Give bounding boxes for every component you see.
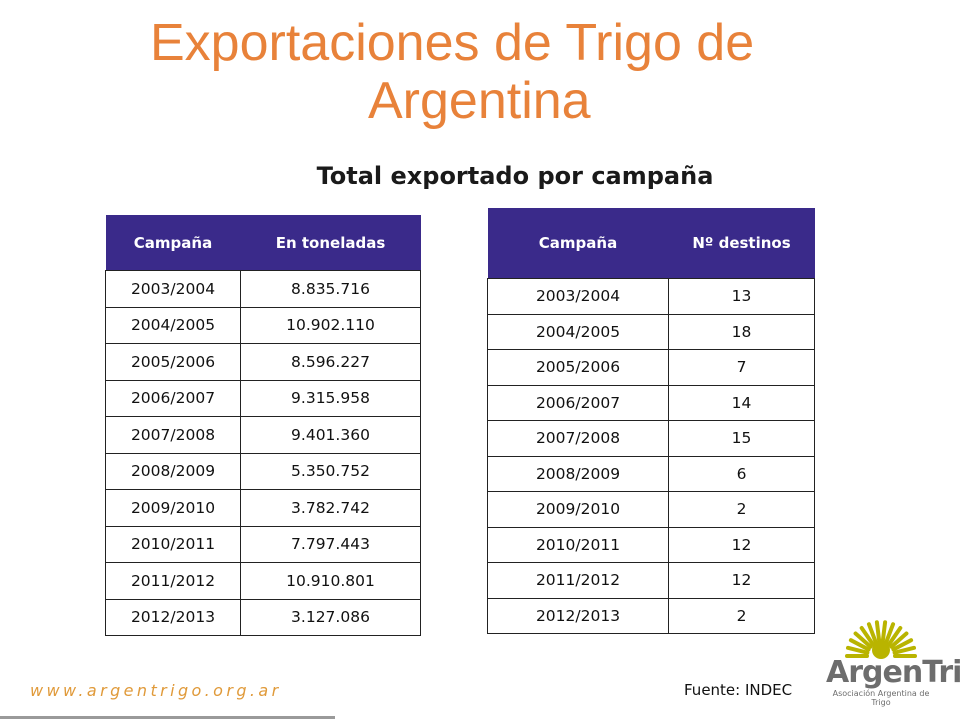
tons-cell-tons: 7.797.443 <box>240 525 421 563</box>
destinations-row: 2006/2007 14 <box>487 384 815 421</box>
tons-row: 2011/2012 10.910.801 <box>105 562 421 600</box>
destinations-row: 2011/2012 12 <box>487 562 815 599</box>
tons-cell-tons: 10.910.801 <box>240 562 421 600</box>
destinations-cell-campaign: 2007/2008 <box>487 420 669 457</box>
logo-ray <box>889 631 909 649</box>
tons-cell-tons: 3.127.086 <box>240 598 421 636</box>
destinations-cell-count: 12 <box>668 562 815 599</box>
slide-title-line-1: Exportaciones de Trigo de <box>150 14 755 72</box>
tons-row: 2006/2007 9.315.958 <box>105 379 421 417</box>
destinations-cell-campaign: 2009/2010 <box>487 491 669 528</box>
tons-row: 2005/2006 8.596.227 <box>105 343 421 381</box>
logo-ray <box>880 620 888 645</box>
destinations-cell-count: 7 <box>668 349 815 386</box>
destinations-table-header: Campaña Nº destinos <box>487 208 815 279</box>
tons-cell-campaign: 2010/2011 <box>105 525 241 563</box>
destinations-cell-count: 13 <box>668 278 815 315</box>
tons-cell-tons: 10.902.110 <box>240 306 421 344</box>
tons-cell-campaign: 2008/2009 <box>105 452 241 490</box>
destinations-row: 2012/2013 2 <box>487 597 815 634</box>
tons-cell-tons: 3.782.742 <box>240 489 421 527</box>
logo-ray <box>845 645 870 655</box>
destinations-row: 2010/2011 12 <box>487 526 815 563</box>
logo-ray <box>891 638 914 652</box>
destinations-cell-count: 12 <box>668 526 815 563</box>
destinations-cell-count: 18 <box>668 313 815 350</box>
tons-row: 2007/2008 9.401.360 <box>105 416 421 454</box>
destinations-cell-campaign: 2011/2012 <box>487 562 669 599</box>
slide-title: Exportaciones de Trigo de Argentina <box>150 14 870 130</box>
destinations-row: 2008/2009 6 <box>487 455 815 492</box>
destinations-cell-campaign: 2005/2006 <box>487 349 669 386</box>
destinations-cell-count: 15 <box>668 420 815 457</box>
logo-name: ArgenTrigo <box>826 655 960 690</box>
tons-row: 2012/2013 3.127.086 <box>105 598 421 636</box>
slide-title-line-2: Argentina <box>368 72 591 130</box>
destinations-header-campaign: Campaña <box>487 208 669 279</box>
destinations-row: 2004/2005 18 <box>487 313 815 350</box>
tons-table: Campaña En toneladas 2003/2004 8.835.716 2… <box>105 215 421 636</box>
logo-ray <box>886 626 903 647</box>
footer-rule <box>0 716 335 719</box>
logo-ray <box>853 631 873 649</box>
tons-cell-campaign: 2007/2008 <box>105 416 241 454</box>
tons-row: 2009/2010 3.782.742 <box>105 489 421 527</box>
tons-cell-campaign: 2005/2006 <box>105 343 241 381</box>
tons-row: 2003/2004 8.835.716 <box>105 270 421 308</box>
tons-row: 2004/2005 10.902.110 <box>105 306 421 344</box>
tons-cell-campaign: 2011/2012 <box>105 562 241 600</box>
destinations-cell-count: 2 <box>668 597 815 634</box>
destinations-table: Campaña Nº destinos 2003/2004 13 2004/2005… <box>487 208 815 634</box>
destinations-cell-campaign: 2010/2011 <box>487 526 669 563</box>
logo-ray <box>848 638 871 652</box>
wheat-sun-logo-icon <box>845 620 917 659</box>
tons-cell-tons: 9.401.360 <box>240 416 421 454</box>
tons-table-header: Campaña En toneladas <box>105 215 421 271</box>
logo-ray <box>874 620 882 645</box>
destinations-row: 2009/2010 2 <box>487 491 815 528</box>
tons-header-campaign: Campaña <box>105 215 241 271</box>
logo-ray <box>883 622 896 645</box>
source-note: Fuente: INDEC <box>684 681 793 699</box>
slide-subtitle: Total exportado por campaña <box>316 162 714 190</box>
logo-tagline: Asociación Argentina de Trigo <box>832 689 930 707</box>
tons-cell-tons: 5.350.752 <box>240 452 421 490</box>
tons-cell-campaign: 2006/2007 <box>105 379 241 417</box>
tons-cell-tons: 8.596.227 <box>240 343 421 381</box>
destinations-cell-count: 2 <box>668 491 815 528</box>
destinations-cell-count: 14 <box>668 384 815 421</box>
logo-ray <box>866 622 879 645</box>
tons-cell-campaign: 2009/2010 <box>105 489 241 527</box>
destinations-cell-campaign: 2008/2009 <box>487 455 669 492</box>
logo-ray <box>859 626 876 647</box>
tons-cell-tons: 9.315.958 <box>240 379 421 417</box>
destinations-header-count: Nº destinos <box>668 208 815 279</box>
destinations-row: 2007/2008 15 <box>487 420 815 457</box>
destinations-row: 2003/2004 13 <box>487 278 815 315</box>
logo-ray <box>892 645 917 655</box>
destinations-cell-campaign: 2012/2013 <box>487 597 669 634</box>
tons-row: 2008/2009 5.350.752 <box>105 452 421 490</box>
tons-header-tons: En toneladas <box>240 215 421 271</box>
tons-cell-tons: 8.835.716 <box>240 270 421 308</box>
tons-cell-campaign: 2003/2004 <box>105 270 241 308</box>
destinations-row: 2005/2006 7 <box>487 349 815 386</box>
destinations-cell-campaign: 2003/2004 <box>487 278 669 315</box>
tons-cell-campaign: 2004/2005 <box>105 306 241 344</box>
destinations-cell-campaign: 2004/2005 <box>487 313 669 350</box>
tons-cell-campaign: 2012/2013 <box>105 598 241 636</box>
website-url: www.argentrigo.org.ar <box>30 681 282 700</box>
tons-row: 2010/2011 7.797.443 <box>105 525 421 563</box>
destinations-cell-count: 6 <box>668 455 815 492</box>
destinations-cell-campaign: 2006/2007 <box>487 384 669 421</box>
